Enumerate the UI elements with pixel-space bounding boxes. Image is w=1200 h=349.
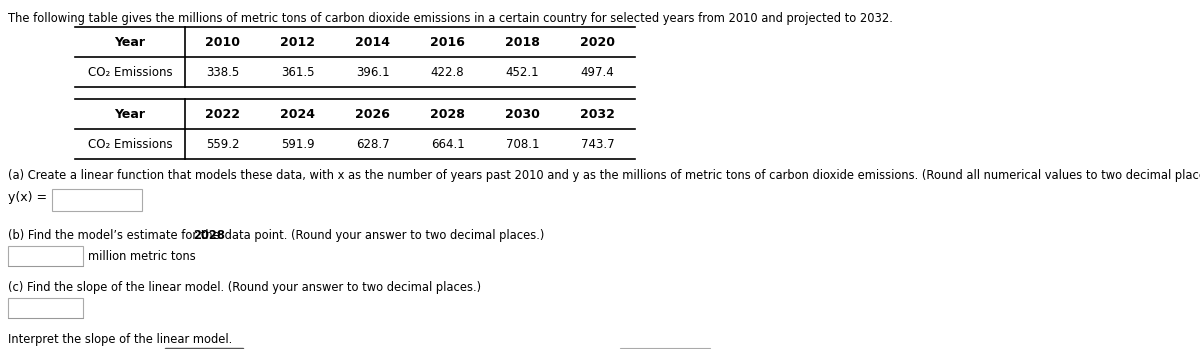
Text: 497.4: 497.4	[581, 66, 614, 79]
Text: CO₂ Emissions: CO₂ Emissions	[88, 138, 173, 150]
Text: 2028: 2028	[193, 229, 226, 242]
Text: 422.8: 422.8	[431, 66, 464, 79]
Bar	[8, 246, 83, 266]
Bar	[52, 189, 142, 211]
Text: The following table gives the millions of metric tons of carbon dioxide emission: The following table gives the millions o…	[8, 12, 893, 25]
Text: 2016: 2016	[430, 36, 464, 49]
Text: 452.1: 452.1	[505, 66, 539, 79]
Text: 2018: 2018	[505, 36, 540, 49]
Text: 559.2: 559.2	[205, 138, 239, 150]
Text: Interpret the slope of the linear model.: Interpret the slope of the linear model.	[8, 333, 233, 346]
Text: 2024: 2024	[280, 107, 314, 120]
Text: 708.1: 708.1	[505, 138, 539, 150]
Text: 2030: 2030	[505, 107, 540, 120]
Text: 628.7: 628.7	[355, 138, 389, 150]
Text: 2012: 2012	[280, 36, 314, 49]
Bar	[620, 348, 710, 349]
Text: 591.9: 591.9	[281, 138, 314, 150]
Text: (c) Find the slope of the linear model. (Round your answer to two decimal places: (c) Find the slope of the linear model. …	[8, 281, 481, 294]
Text: 2014: 2014	[355, 36, 390, 49]
Text: 361.5: 361.5	[281, 66, 314, 79]
Text: million metric tons: million metric tons	[88, 250, 196, 262]
Text: 2010: 2010	[205, 36, 240, 49]
Text: 338.5: 338.5	[206, 66, 239, 79]
Bar	[166, 348, 242, 349]
Text: 743.7: 743.7	[581, 138, 614, 150]
Text: Year: Year	[114, 107, 145, 120]
Text: 2020: 2020	[580, 36, 616, 49]
Text: CO₂ Emissions: CO₂ Emissions	[88, 66, 173, 79]
Text: 664.1: 664.1	[431, 138, 464, 150]
Text: 2032: 2032	[580, 107, 614, 120]
Text: 2022: 2022	[205, 107, 240, 120]
Text: (a) Create a linear function that models these data, with x as the number of yea: (a) Create a linear function that models…	[8, 169, 1200, 182]
Text: 396.1: 396.1	[355, 66, 389, 79]
Text: 2026: 2026	[355, 107, 390, 120]
Text: 2028: 2028	[430, 107, 464, 120]
Text: (b) Find the model’s estimate for the: (b) Find the model’s estimate for the	[8, 229, 223, 242]
Text: Year: Year	[114, 36, 145, 49]
Text: data point. (Round your answer to two decimal places.): data point. (Round your answer to two de…	[221, 229, 545, 242]
Text: y(x) =: y(x) =	[8, 191, 47, 204]
Bar	[8, 298, 83, 318]
